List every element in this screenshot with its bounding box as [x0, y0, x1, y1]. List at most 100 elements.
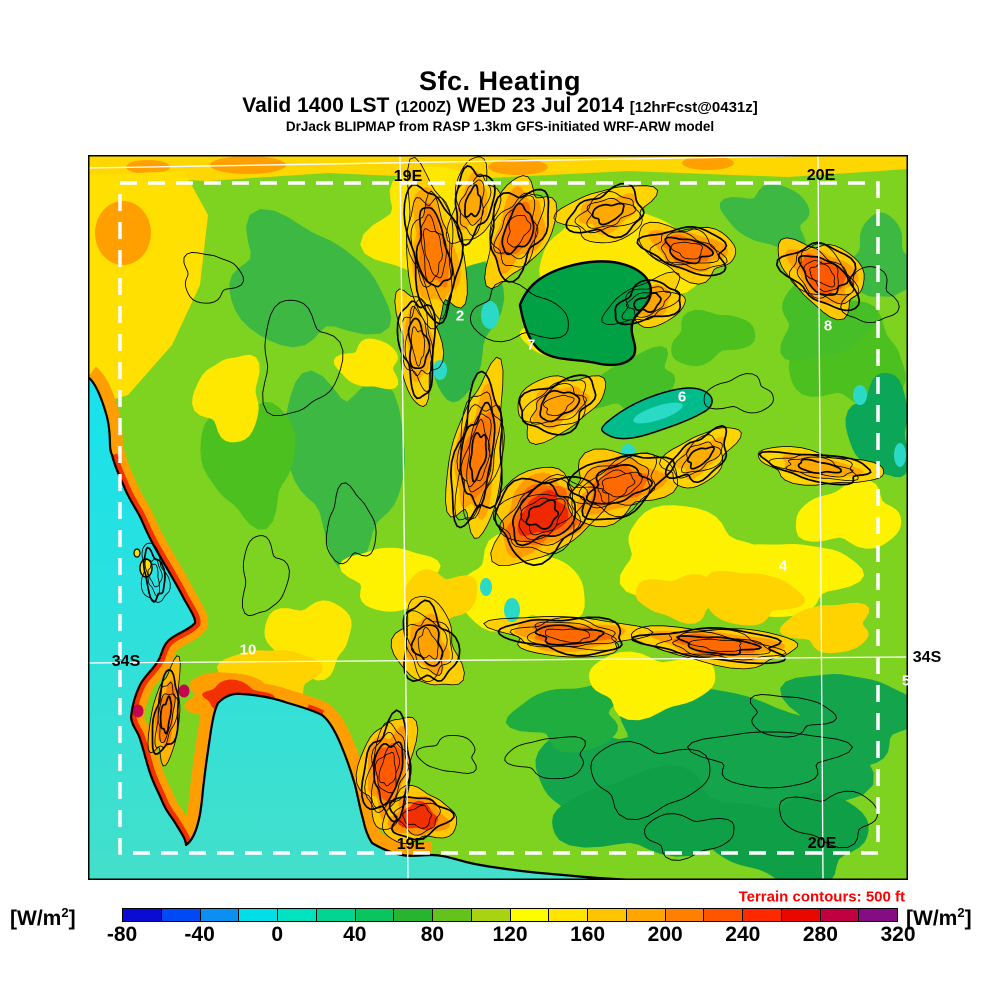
terrain-contour	[768, 454, 859, 482]
terrain-contour	[466, 418, 491, 488]
colorbar-ticks: -80 -40 0 40 80 120 160 200 240 280 320	[107, 923, 916, 947]
terrain-contour	[566, 454, 676, 521]
terrain-contour	[686, 446, 715, 470]
terrain-contour	[159, 695, 173, 735]
colorbar-segment	[200, 909, 240, 921]
terrain-contour	[511, 481, 577, 547]
hot-spot	[132, 704, 144, 718]
cool-band-core	[633, 402, 683, 424]
colorbar-tick-label: 120	[492, 923, 528, 946]
terrain-contour	[410, 190, 453, 306]
forecast-map	[88, 155, 908, 880]
ocean	[88, 377, 634, 880]
colorbar-tick-label: -80	[106, 923, 138, 946]
heat-patch	[707, 570, 806, 626]
terrain-contour	[775, 241, 861, 312]
colorbar-tick-label: 200	[647, 923, 683, 946]
coastline	[88, 376, 635, 880]
terrain-contour	[585, 464, 654, 505]
colorbar-segment	[781, 909, 821, 921]
terrain-contour	[415, 206, 454, 288]
terrain-contour	[378, 751, 397, 787]
heat-patch	[488, 159, 548, 175]
colorbar-tick-label: 280	[802, 923, 838, 946]
colorbar-segment	[704, 909, 743, 921]
heat-patch	[780, 275, 879, 362]
coastline-stroke	[88, 376, 635, 880]
terrain-contour	[797, 254, 850, 296]
terrain-contour	[525, 499, 560, 530]
terrain-contour	[644, 813, 735, 861]
map-border	[88, 155, 908, 880]
terrain-contour	[569, 452, 658, 517]
terrain-contour	[597, 469, 643, 504]
terrain-contour	[406, 196, 455, 320]
terrain-contour	[147, 563, 160, 588]
terrain-contour	[785, 456, 854, 478]
terrain-contour	[529, 383, 587, 425]
heat-patch	[845, 372, 908, 478]
terrain-contour	[390, 596, 465, 686]
heat-patch	[589, 651, 716, 721]
terrain-contour	[664, 424, 728, 484]
heat-patch	[795, 479, 902, 549]
terrain-contour	[242, 535, 290, 617]
terrain-contour	[454, 164, 496, 247]
terrain-contour	[631, 627, 787, 665]
terrain-contour	[633, 292, 662, 313]
terrain-contour	[796, 245, 855, 299]
terrain-contour	[410, 326, 426, 367]
terrain-contour	[325, 482, 377, 565]
contour-value-label: 8	[823, 317, 833, 335]
mountain-heat-fill	[404, 305, 434, 383]
terrain-contour	[803, 260, 839, 292]
terrain-contour	[407, 317, 431, 370]
colorbar-segment	[859, 909, 897, 921]
terrain-contour	[373, 740, 404, 806]
model-domain-outline	[118, 181, 880, 855]
colorbar-segment	[316, 909, 356, 921]
colorbar-units-right: [W/m2]	[906, 905, 972, 930]
colorbar-segment	[743, 909, 782, 921]
heat-patch	[719, 183, 810, 253]
heat-patch	[505, 683, 620, 753]
valid-time-line: Valid 1400 LST (1200Z) WED 23 Jul 2014 […	[0, 94, 1000, 118]
heat-patch	[552, 765, 737, 857]
colorbar-segment	[394, 909, 433, 921]
heat-patch	[95, 201, 151, 265]
map-canvas	[88, 155, 908, 880]
page-title: Sfc. Heating	[418, 66, 582, 96]
terrain-contour	[636, 225, 728, 277]
colorbar-segment	[820, 909, 860, 921]
heat-patch	[581, 346, 676, 412]
valid-zulu-time: (1200Z)	[395, 99, 452, 116]
terrain-contour	[501, 202, 535, 256]
terrain-contour	[797, 458, 843, 474]
colorbar-segment	[626, 909, 666, 921]
terrain-contour	[703, 373, 774, 414]
hot-spot	[178, 684, 190, 698]
cool-pockets	[433, 301, 906, 622]
terrain-contour	[840, 266, 900, 324]
mountain-heat-fill	[418, 202, 450, 288]
terrain-contour	[401, 299, 434, 393]
heat-patch	[780, 674, 908, 769]
heat-patch	[458, 534, 585, 632]
terrain-contour	[470, 280, 569, 343]
heat-patch	[671, 309, 756, 367]
colorbar-segment	[549, 909, 588, 921]
colorbar-segment	[123, 909, 162, 921]
terrain-contour	[464, 184, 482, 218]
colorbar-segment	[239, 909, 278, 921]
terrain-contour	[406, 156, 468, 330]
colorbar-tick-label: 320	[880, 923, 916, 946]
terrain-contour	[456, 404, 502, 522]
contour-value-label: 2	[455, 307, 465, 325]
mountain-heat-fill	[373, 742, 405, 802]
terrain-contour	[670, 241, 703, 260]
mountain-heat-fill	[498, 201, 537, 256]
terrain-contour	[469, 432, 488, 484]
terrain-contour	[586, 197, 637, 229]
terrain-contour	[567, 448, 679, 528]
parallel-33s	[88, 155, 861, 169]
